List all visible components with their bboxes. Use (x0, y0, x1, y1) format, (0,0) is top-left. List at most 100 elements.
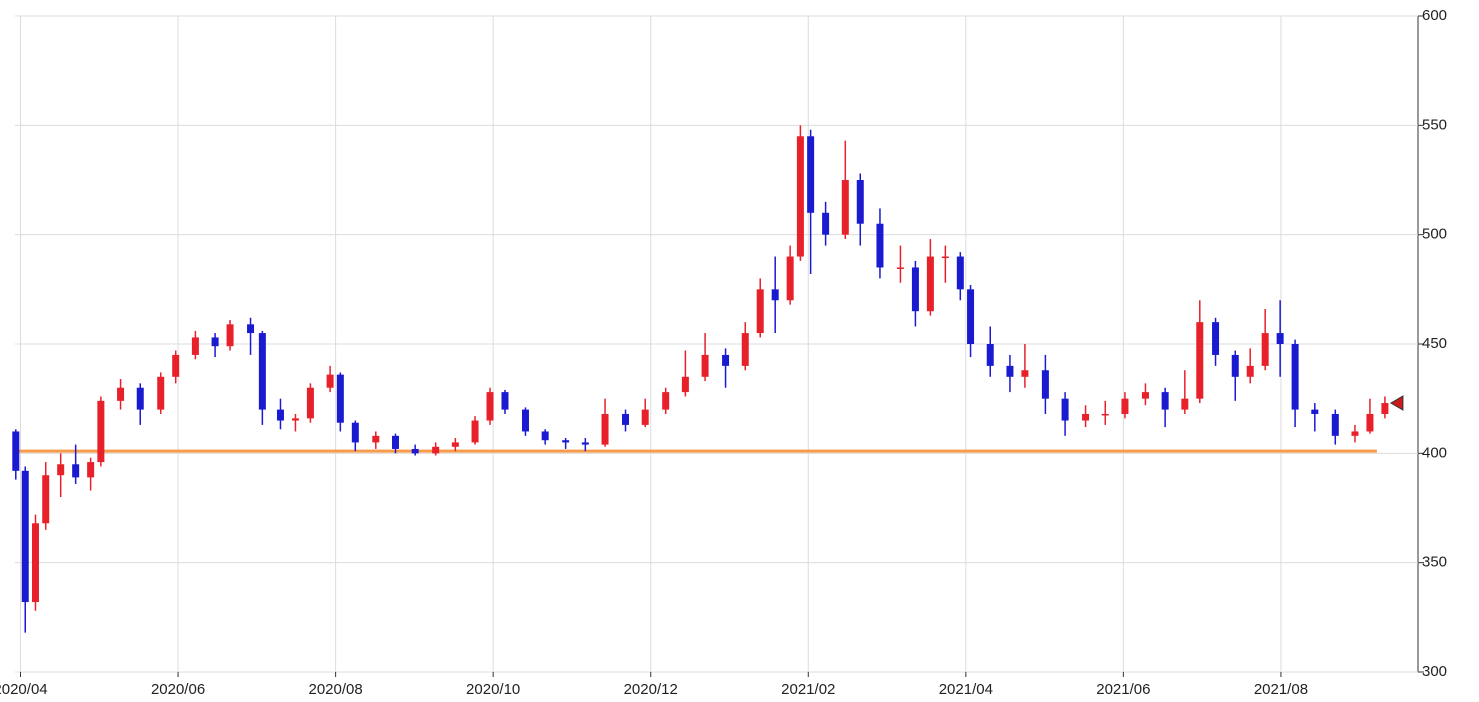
y-tick-label: 500 (1422, 226, 1447, 243)
candle-body (786, 256, 794, 301)
candle-body (856, 180, 864, 224)
candle-body (226, 324, 234, 347)
x-tick-label: 2020/08 (309, 681, 363, 698)
candle-body (42, 475, 50, 524)
candle-body (722, 354, 730, 366)
candle-body (1041, 370, 1049, 399)
candle-body (1231, 354, 1239, 377)
candle-body (1261, 333, 1269, 366)
candle-body (97, 400, 105, 463)
candle-body (1212, 322, 1220, 355)
candle-body (258, 333, 266, 410)
x-tick-label: 2020/06 (151, 681, 205, 698)
candle-body (157, 376, 165, 410)
candle-body (1141, 392, 1149, 399)
candle-body (1291, 344, 1299, 410)
candle-body (1161, 392, 1169, 410)
candle-body (501, 392, 509, 410)
candle-body (1246, 365, 1254, 377)
candle-body (1061, 398, 1069, 421)
candle-body (87, 462, 95, 478)
candle-body (117, 387, 125, 401)
candle-body (471, 420, 479, 443)
candle-body (326, 374, 334, 388)
candle-body (521, 409, 529, 432)
candle-body (12, 431, 20, 471)
candle-body (807, 136, 815, 213)
candle-body (1101, 413, 1109, 416)
candle-body (351, 422, 359, 443)
candle-body (291, 418, 299, 421)
candle-body (1121, 398, 1129, 414)
candle-body (896, 267, 904, 269)
candle-body (1311, 409, 1319, 414)
candle-body (541, 431, 549, 441)
candle-body (391, 435, 399, 449)
candle-body (191, 337, 199, 355)
candle-body (31, 523, 39, 603)
candle-body (876, 223, 884, 268)
candle-body (1196, 322, 1204, 399)
candle-body (72, 464, 80, 478)
candle-body (967, 289, 975, 344)
x-tick-label: 2021/02 (781, 681, 835, 698)
y-tick-label: 550 (1422, 116, 1447, 133)
x-tick-label: 2021/08 (1254, 681, 1308, 698)
candle-body (601, 413, 609, 445)
candle-body (1181, 398, 1189, 410)
candle-body (336, 374, 344, 423)
candle-body (822, 212, 830, 235)
candle-body (451, 442, 459, 447)
candle-body (1276, 333, 1284, 344)
y-tick-label: 400 (1422, 444, 1447, 461)
x-tick-label: 2020/04 (0, 681, 48, 698)
candle-body (1082, 413, 1090, 421)
candle-body (1331, 413, 1339, 436)
x-tick-label: 2020/10 (466, 681, 520, 698)
last-price-marker (1389, 395, 1404, 411)
y-tick-label: 300 (1422, 663, 1447, 680)
x-tick-label: 2021/06 (1096, 681, 1150, 698)
candle-body (986, 344, 994, 366)
x-tick-label: 2020/12 (624, 681, 678, 698)
candle-body (1366, 413, 1374, 432)
x-tick-label: 2021/04 (939, 681, 993, 698)
candle-body (432, 446, 440, 454)
candle-body (1021, 370, 1029, 377)
candle-body (681, 376, 689, 393)
candle-body (581, 442, 589, 445)
y-tick-label: 600 (1422, 7, 1447, 24)
candle-body (306, 387, 314, 419)
candle-body (911, 267, 919, 312)
candle-body (1006, 365, 1014, 377)
candle-body (662, 392, 670, 410)
candle-body (247, 324, 255, 334)
candle-body (411, 448, 419, 454)
y-tick-label: 350 (1422, 554, 1447, 571)
candle-body (172, 354, 180, 377)
candle-body (756, 289, 764, 334)
candle-body (372, 435, 380, 443)
candle-body (701, 354, 709, 377)
candle-body (21, 470, 29, 603)
candle-body (956, 256, 964, 290)
candle-body (796, 136, 804, 257)
candle-body (741, 333, 749, 366)
candle-body (926, 256, 934, 312)
candle-body (211, 337, 219, 347)
candle-body (1381, 403, 1389, 414)
candle-body (771, 289, 779, 301)
candle-body (562, 440, 570, 443)
y-tick-label: 450 (1422, 335, 1447, 352)
candle-body (486, 392, 494, 421)
candle-body (622, 413, 630, 425)
candle-body (641, 409, 649, 425)
candle-body (136, 387, 144, 410)
candle-body (276, 409, 284, 421)
candle-body (57, 464, 65, 476)
candle-body (1351, 431, 1359, 436)
candle-body (941, 256, 949, 259)
candle-body (841, 180, 849, 235)
